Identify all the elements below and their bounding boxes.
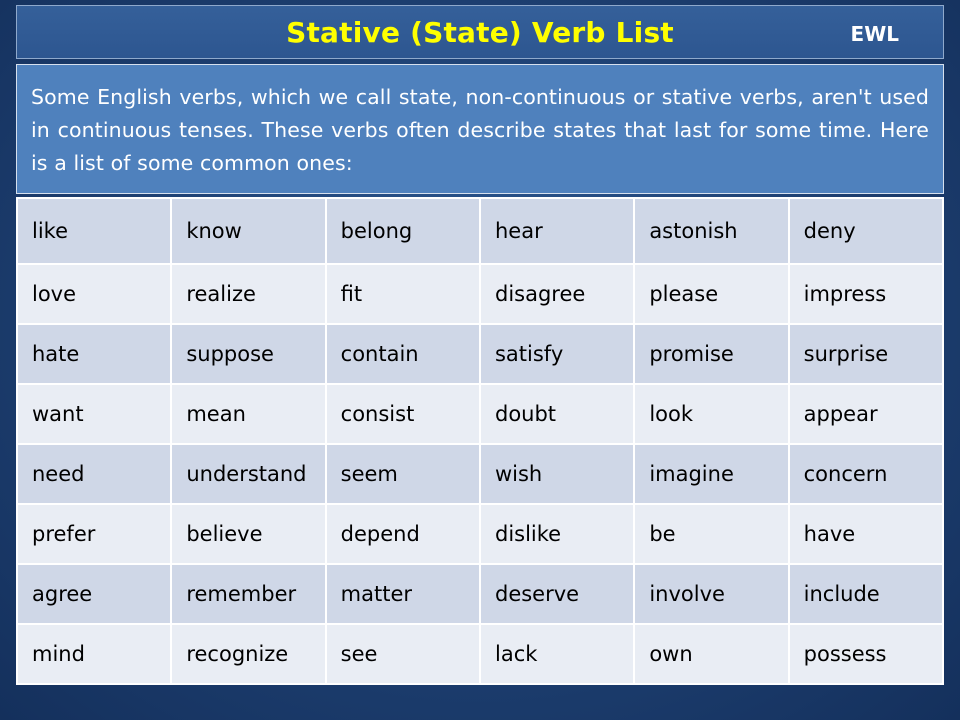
verb-cell: know [170,197,327,265]
table-row: prefer believe depend dislike be have [15,503,945,565]
verb-cell: see [324,623,481,685]
verb-cell: doubt [478,383,636,445]
verb-cell: deserve [478,563,636,625]
verb-cell: believe [170,503,327,565]
verb-cell: satisfy [478,323,636,385]
verb-cell: concern [787,443,945,505]
title-bar: Stative (State) Verb List EWL [16,5,944,59]
table-row: hate suppose contain satisfy promise sur… [15,323,945,385]
verb-cell: appear [787,383,945,445]
verb-cell: agree [15,563,173,625]
verb-table: like know belong hear astonish deny love… [15,197,945,685]
verb-cell: own [633,623,790,685]
verb-cell: look [633,383,790,445]
page-title: Stative (State) Verb List [286,16,674,49]
verb-cell: matter [324,563,481,625]
verb-cell: consist [324,383,481,445]
verb-cell: wish [478,443,636,505]
verb-cell: mind [15,623,173,685]
verb-cell: astonish [633,197,790,265]
verb-cell: belong [324,197,481,265]
intro-text: Some English verbs, which we call state,… [31,85,929,175]
table-row: agree remember matter deserve involve in… [15,563,945,625]
verb-cell: promise [633,323,790,385]
verb-cell: love [15,263,173,325]
verb-cell: please [633,263,790,325]
verb-cell: need [15,443,173,505]
table-row: mind recognize see lack own possess [15,623,945,685]
verb-cell: disagree [478,263,636,325]
table-row: need understand seem wish imagine concer… [15,443,945,505]
table-row: want mean consist doubt look appear [15,383,945,445]
verb-cell: be [633,503,790,565]
verb-cell: hear [478,197,636,265]
verb-cell: involve [633,563,790,625]
verb-cell: want [15,383,173,445]
verb-cell: have [787,503,945,565]
verb-cell: include [787,563,945,625]
verb-cell: deny [787,197,945,265]
verb-cell: imagine [633,443,790,505]
verb-cell: hate [15,323,173,385]
brand-logo-text: EWL [850,22,899,46]
verb-cell: fit [324,263,481,325]
verb-cell: lack [478,623,636,685]
verb-cell: dislike [478,503,636,565]
verb-cell: seem [324,443,481,505]
verb-cell: understand [170,443,327,505]
verb-cell: prefer [15,503,173,565]
verb-cell: surprise [787,323,945,385]
verb-cell: mean [170,383,327,445]
table-row: love realize fit disagree please impress [15,263,945,325]
verb-cell: contain [324,323,481,385]
verb-cell: remember [170,563,327,625]
table-row: like know belong hear astonish deny [15,197,945,265]
intro-box: Some English verbs, which we call state,… [16,64,944,194]
verb-cell: possess [787,623,945,685]
verb-cell: impress [787,263,945,325]
verb-cell: like [15,197,173,265]
verb-cell: recognize [170,623,327,685]
verb-cell: depend [324,503,481,565]
verb-cell: suppose [170,323,327,385]
verb-cell: realize [170,263,327,325]
